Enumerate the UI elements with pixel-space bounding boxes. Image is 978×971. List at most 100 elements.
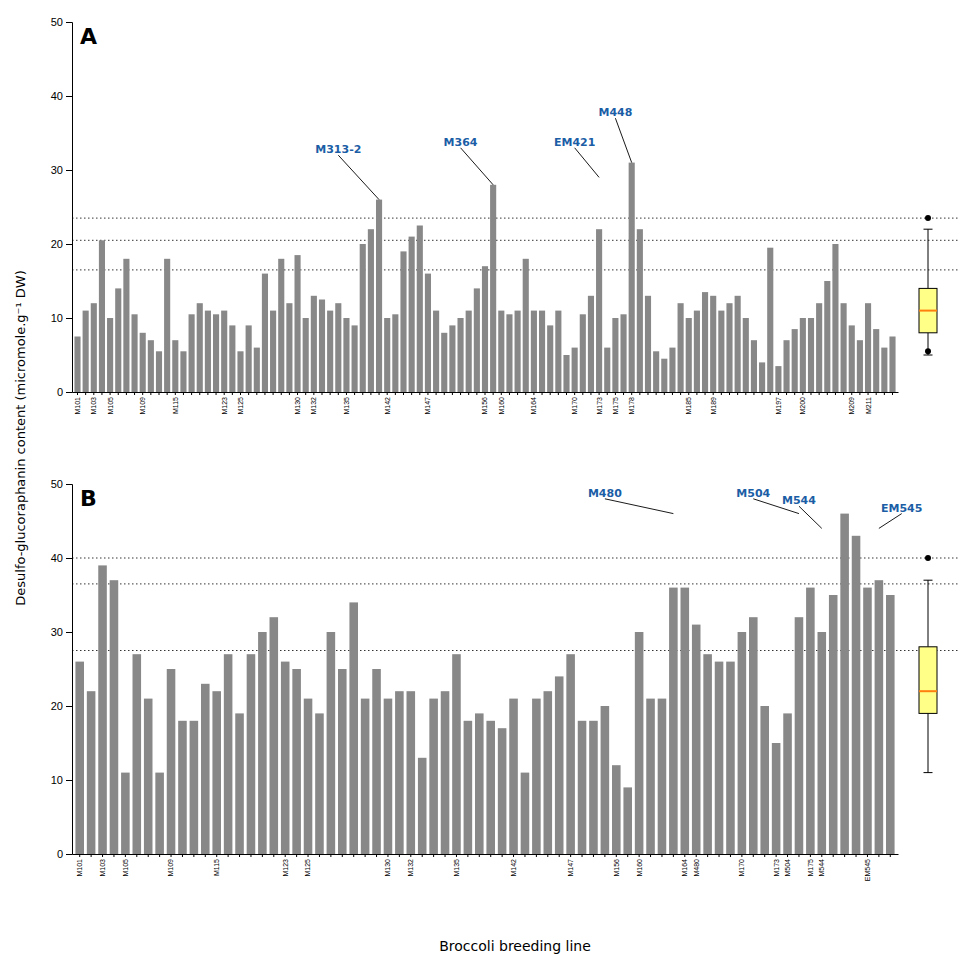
bar [703,654,712,854]
bar [578,721,587,854]
tick-label: M209 [848,397,855,415]
tick-mark [502,854,503,857]
tick [193,854,194,857]
tick-mark [570,854,571,857]
tick-label: M125 [304,859,311,877]
reference-line [72,240,958,241]
tick-mark [411,392,412,395]
bar [311,296,317,392]
bar [286,303,292,392]
tick-mark [118,392,119,395]
tick-mark [776,854,777,857]
tick: 40 [51,552,72,564]
tick [159,392,160,395]
bar [629,163,635,392]
bar [829,595,838,854]
tick [884,392,885,395]
median-line [919,690,937,692]
tick-mark [322,392,323,395]
reference-line [72,583,958,584]
tick-mark [410,854,411,857]
bar [392,314,398,392]
axis-line [66,485,73,855]
tick: M123 [221,392,228,415]
bar [115,288,121,392]
bar [449,325,455,392]
bar [715,662,724,854]
tick [436,392,437,395]
tick [859,392,860,395]
tick-label: M480 [693,859,700,877]
tick-mark [493,392,494,395]
tick [191,392,192,395]
tick-mark [833,854,834,857]
bar [751,340,757,392]
tick [403,392,404,395]
x-axis-title: Broccoli breeding line [439,938,591,954]
tick-mark [867,854,868,857]
tick-mark [892,392,893,395]
tick-mark [582,392,583,395]
bar [361,699,370,854]
tick-mark [264,392,265,395]
bar [352,325,358,392]
tick [582,854,583,857]
tick-mark [353,854,354,857]
tick [604,854,605,857]
tick [354,392,355,395]
bar [865,303,871,392]
tick: M480 [693,854,700,877]
tick [281,392,282,395]
tick [590,392,591,395]
bar [539,311,545,392]
tick: M189 [710,392,717,415]
tick [730,854,731,857]
tick: M147 [424,392,431,415]
whisker [928,229,929,288]
bar [304,699,313,854]
tick-mark [66,244,72,245]
tick-mark [604,854,605,857]
bar [889,337,895,393]
box [919,647,937,714]
tick: M160 [498,392,505,415]
bar [197,303,203,392]
bar [376,200,382,392]
bar [418,758,427,854]
tick-mark [501,392,502,395]
tick: M109 [167,854,174,877]
bar [623,787,632,854]
tick-mark [91,854,92,857]
tick-mark [802,392,803,395]
tick-mark [721,392,722,395]
tick-mark [113,854,114,857]
bar [486,721,495,854]
tick [647,392,648,395]
annotation: M504 [736,487,770,500]
reference-line [72,218,958,219]
tick-mark [342,854,343,857]
tick: M132 [407,854,414,877]
whisker-cap [924,355,933,356]
tick-mark [175,392,176,395]
bar [726,662,735,854]
tick-label: M164 [530,397,537,415]
tick [707,854,708,857]
tick [672,392,673,395]
bar [669,348,675,392]
tick: M504 [784,854,791,877]
bar [482,266,488,392]
annotation-arrow [799,506,822,528]
tick-mark [550,392,551,395]
tick [745,392,746,395]
bar [247,654,256,854]
bar [360,244,366,392]
bar [873,329,879,392]
tick-mark [599,392,600,395]
bar [178,721,187,854]
tick-mark [134,392,135,395]
tick [542,392,543,395]
tick [207,392,208,395]
tick [810,392,811,395]
tick-mark [77,392,78,395]
